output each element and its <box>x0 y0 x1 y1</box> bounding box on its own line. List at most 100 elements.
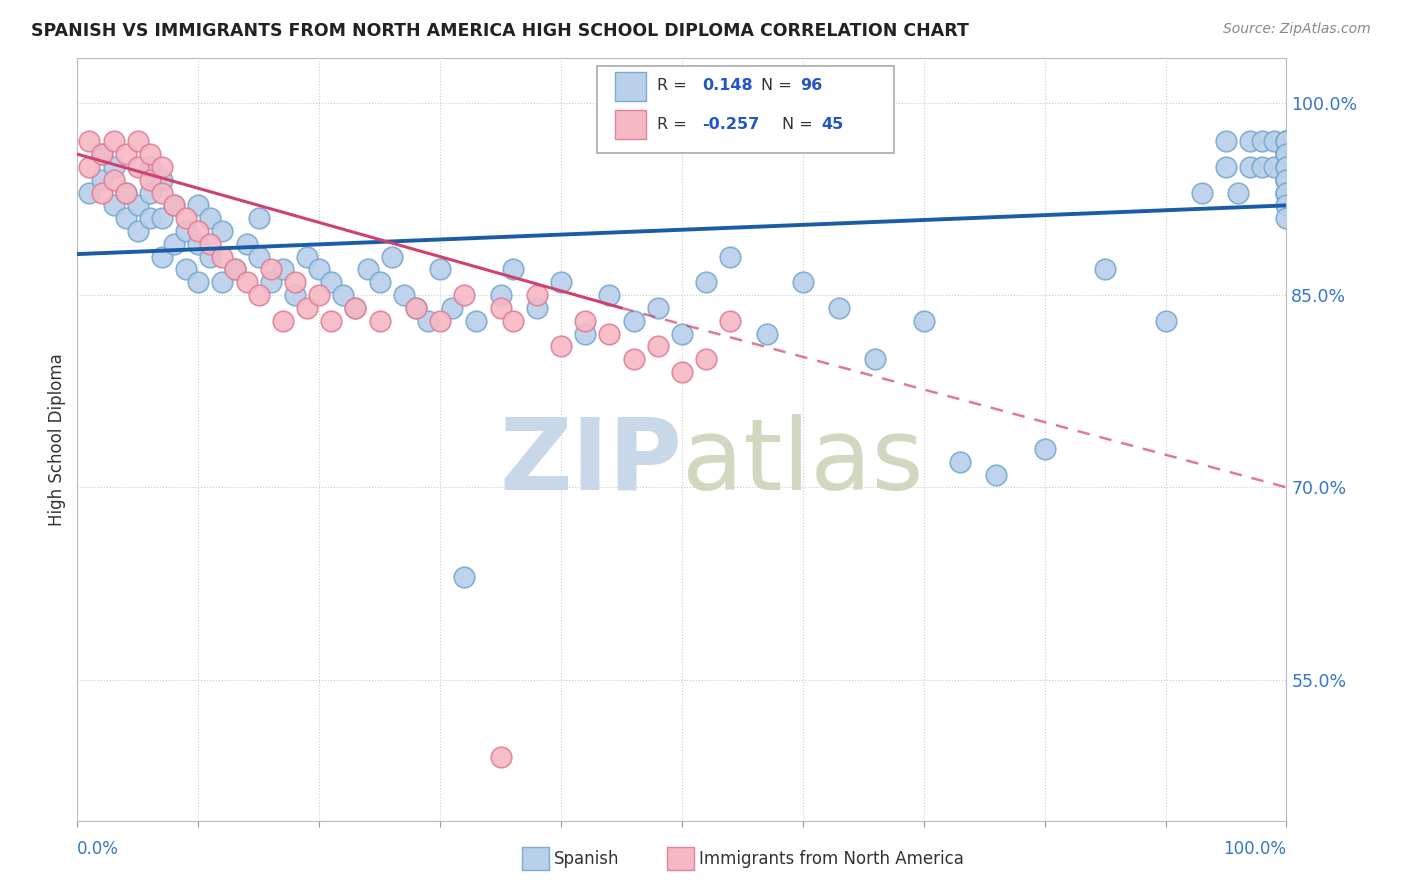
Point <box>828 301 851 315</box>
Text: 96: 96 <box>800 78 823 94</box>
Point <box>114 186 136 200</box>
Point <box>502 262 524 277</box>
Point <box>150 160 173 174</box>
Point <box>150 250 173 264</box>
Point <box>295 250 318 264</box>
Point <box>103 198 125 212</box>
Point <box>598 288 620 302</box>
Point <box>308 262 330 277</box>
Point <box>429 314 451 328</box>
Point <box>647 301 669 315</box>
Point <box>1275 186 1298 200</box>
Point <box>1215 134 1237 148</box>
Y-axis label: High School Diploma: High School Diploma <box>48 353 66 525</box>
Point <box>1275 160 1298 174</box>
Point <box>368 275 391 289</box>
Point <box>1275 134 1298 148</box>
Point <box>114 211 136 226</box>
Point <box>368 314 391 328</box>
Point <box>598 326 620 341</box>
Point <box>718 314 741 328</box>
Point <box>792 275 814 289</box>
Point <box>321 275 343 289</box>
Text: Spanish: Spanish <box>554 850 619 868</box>
Point <box>1215 160 1237 174</box>
Point <box>1263 160 1285 174</box>
Point <box>284 275 307 289</box>
Point <box>1275 173 1298 187</box>
Text: 0.0%: 0.0% <box>77 839 120 858</box>
Point <box>139 160 162 174</box>
Point <box>103 173 125 187</box>
Point <box>163 198 186 212</box>
Point <box>295 301 318 315</box>
Point <box>502 314 524 328</box>
Point <box>1275 173 1298 187</box>
Point <box>647 339 669 353</box>
Point <box>949 455 972 469</box>
Point <box>235 236 257 251</box>
Text: Source: ZipAtlas.com: Source: ZipAtlas.com <box>1223 22 1371 37</box>
Point <box>79 186 101 200</box>
Point <box>718 250 741 264</box>
Point <box>441 301 464 315</box>
Point <box>127 134 149 148</box>
Point <box>405 301 427 315</box>
Point <box>271 262 294 277</box>
Point <box>224 262 246 277</box>
Point <box>1094 262 1116 277</box>
Point <box>127 224 149 238</box>
Point <box>260 275 283 289</box>
Point <box>1275 173 1298 187</box>
Text: N =: N = <box>761 78 796 94</box>
Point <box>416 314 439 328</box>
Point <box>163 236 186 251</box>
Point <box>139 173 162 187</box>
Point <box>211 224 233 238</box>
Point <box>1275 147 1298 161</box>
Point <box>1239 160 1261 174</box>
Text: R =: R = <box>657 117 692 132</box>
Point <box>150 211 173 226</box>
Bar <box>616 111 645 139</box>
Point <box>1191 186 1213 200</box>
Point <box>1251 134 1274 148</box>
Point <box>405 301 427 315</box>
Point <box>332 288 354 302</box>
Point <box>247 250 270 264</box>
Point <box>356 262 378 277</box>
Point <box>139 147 162 161</box>
Point <box>127 160 149 174</box>
Point <box>1239 134 1261 148</box>
Point <box>623 314 645 328</box>
Point <box>550 339 572 353</box>
Point <box>1275 198 1298 212</box>
Point <box>224 262 246 277</box>
Text: 100.0%: 100.0% <box>1223 839 1286 858</box>
Point <box>865 352 887 367</box>
Point <box>79 134 101 148</box>
Point <box>114 147 136 161</box>
Point <box>139 186 162 200</box>
Point <box>90 173 112 187</box>
Point <box>260 262 283 277</box>
Point <box>1275 186 1298 200</box>
Point <box>211 250 233 264</box>
Point <box>1275 147 1298 161</box>
Point <box>392 288 415 302</box>
Point <box>187 275 209 289</box>
Point <box>103 134 125 148</box>
Point <box>489 301 512 315</box>
Point <box>139 211 162 226</box>
Bar <box>522 847 548 871</box>
Text: atlas: atlas <box>682 414 924 511</box>
Point <box>247 288 270 302</box>
Point <box>308 288 330 302</box>
Point <box>574 314 596 328</box>
Point <box>174 224 197 238</box>
Point <box>1275 160 1298 174</box>
Point <box>271 314 294 328</box>
Point <box>90 186 112 200</box>
Point <box>1033 442 1056 456</box>
Point <box>489 288 512 302</box>
